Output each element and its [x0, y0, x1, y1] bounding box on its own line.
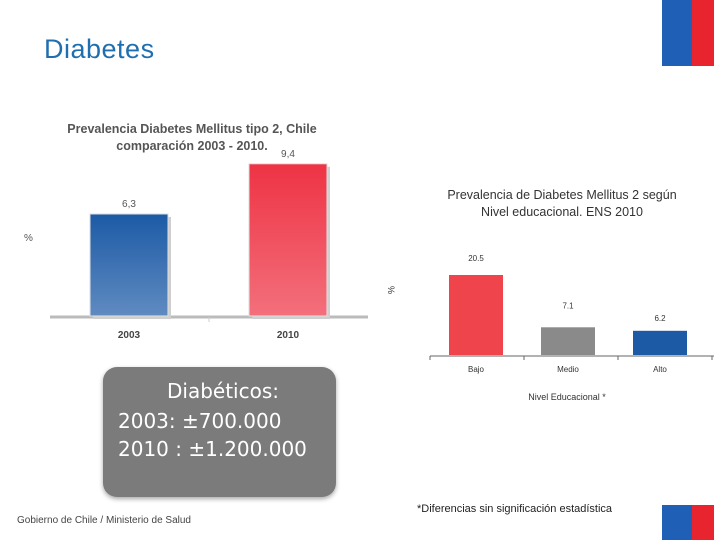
flag-red-stripe: [692, 505, 714, 540]
chart2-title-line2: Nivel educacional. ENS 2010: [481, 205, 643, 219]
chart1-category-label: 2010: [277, 330, 300, 341]
chart1-title-line2: comparación 2003 - 2010.: [116, 139, 267, 153]
footnote: *Diferencias sin significación estadísti…: [417, 503, 613, 515]
chart2-bar-Bajo: [449, 275, 503, 355]
chart2-value-label: 6.2: [654, 314, 666, 323]
chart2-ylabel: %: [386, 286, 396, 294]
chart2-xlabel: Nivel Educacional *: [528, 392, 606, 402]
chart1-title-line1: Prevalencia Diabetes Mellitus tipo 2, Ch…: [67, 122, 316, 136]
chart1-bar-highlight: [249, 163, 327, 316]
chart2-bars: 20.5 Bajo 7.1 Medio 6.2 Alto: [449, 254, 687, 374]
chart1-value-label: 9,4: [281, 149, 295, 160]
chile-flag-bottom-icon: [662, 505, 714, 540]
page-title: Diabetes: [44, 34, 155, 64]
chart1-bars: 6,3 2003 9,4 2010: [89, 149, 330, 341]
chart2-category-label: Alto: [653, 365, 667, 374]
chart2-value-label: 7.1: [562, 301, 574, 310]
chart1-category-label: 2003: [118, 330, 141, 341]
chile-flag-top-icon: [662, 0, 714, 66]
diabeticos-callout: Diabéticos: 2003: ±700.000 2010 : ±1.200…: [103, 367, 336, 497]
chart-2003-2010: Prevalencia Diabetes Mellitus tipo 2, Ch…: [24, 122, 368, 341]
callout-title: Diabéticos:: [167, 379, 280, 403]
flag-red-stripe: [692, 0, 714, 66]
chart2-title-line1: Prevalencia de Diabetes Mellitus 2 según: [447, 188, 676, 202]
chart2-category-label: Bajo: [468, 365, 485, 374]
callout-2003: 2003: ±700.000: [118, 409, 282, 433]
callout-2010: 2010 : ±1.200.000: [118, 437, 307, 461]
flag-blue-stripe: [662, 505, 692, 540]
chart1-ylabel: %: [24, 233, 33, 244]
chart1-bar-highlight: [90, 214, 168, 316]
chart1-value-label: 6,3: [122, 199, 136, 210]
chart-nivel-educacional: Prevalencia de Diabetes Mellitus 2 según…: [386, 188, 714, 402]
chart2-bar-Alto: [633, 330, 687, 355]
footer-ministry: Gobierno de Chile / Ministerio de Salud: [17, 515, 191, 526]
chart2-bar-Medio: [541, 327, 595, 355]
chart2-value-label: 20.5: [468, 254, 484, 263]
flag-blue-stripe: [662, 0, 692, 66]
chart2-category-label: Medio: [557, 365, 579, 374]
